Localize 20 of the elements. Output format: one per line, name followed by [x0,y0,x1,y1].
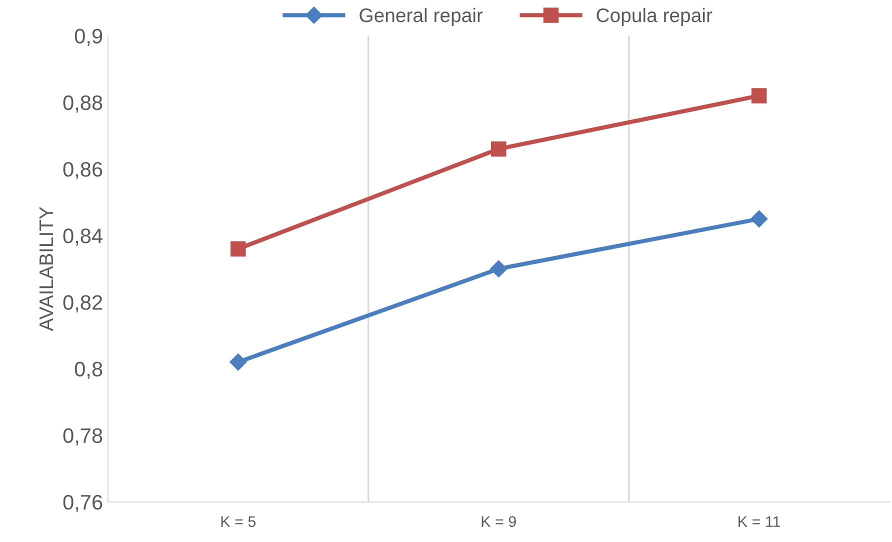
y-tick-label: 0,78 [63,428,102,446]
x-tick-label: K = 11 [738,516,780,527]
x-tick-label: K = 5 [221,516,256,528]
legend-label: Copula repair [596,8,712,26]
x-tick-label: K = 9 [482,516,516,528]
y-axis-title: AVAILABILITY [40,206,53,332]
y-tick-label: 0,8 [74,362,102,379]
point [490,141,506,157]
point [750,210,768,228]
y-tick-label: 0,76 [63,494,102,512]
y-tick-label: 0,86 [63,162,102,180]
y-tick-label: 0,9 [74,28,102,46]
y-tick-label: 0,82 [63,295,102,312]
point [230,241,246,256]
legend-label: General repair [360,8,483,26]
y-tick-label: 0,88 [63,95,102,113]
point [751,88,767,104]
point [490,260,508,278]
y-tick-label: 0,84 [63,228,102,246]
point [230,354,247,371]
